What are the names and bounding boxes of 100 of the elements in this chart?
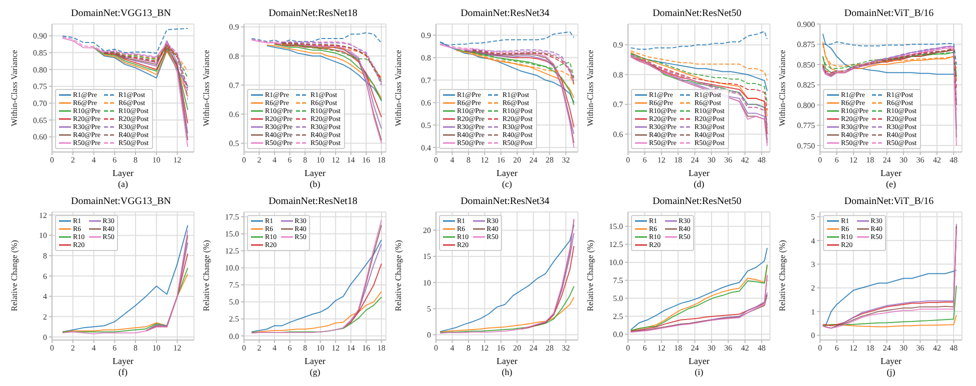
y-tick-label: 0 [427,330,431,340]
x-tick-label: 12 [849,156,858,165]
y-axis-title: Relative Change (%) [393,240,403,312]
y-tick-label: 0.65 [33,116,47,125]
y-tick-label: 0.70 [33,99,47,108]
y-tick-label: 2.5 [613,312,623,322]
x-tick-label: 42 [740,344,749,353]
chart-title: DomainNet:ViT_B/16 [843,196,935,208]
x-tick-label: 32 [562,156,570,165]
x-axis-title: Layer [880,356,902,367]
x-tick-label: 28 [546,344,554,353]
y-tick-label: 0.8 [613,70,623,80]
y-tick-label: 0.6 [229,110,239,120]
x-tick-label: 16 [496,344,505,353]
y-tick-label: 0.850 [797,60,815,70]
y-tick-label: 3 [811,260,815,269]
text: (e) [885,179,897,190]
x-tick-label: 12 [173,156,182,165]
chart-title: DomainNet:ResNet50 [652,196,742,208]
y-tick-label: 1 [811,307,815,316]
y-tick-label: 4 [811,236,815,246]
y-tick-label: 15.0 [225,230,239,239]
x-tick-label: 18 [866,156,874,165]
x-tick-label: 0 [50,156,54,165]
y-tick-label: 2 [811,284,815,293]
x-tick-label: 0 [818,344,822,353]
y-tick-label: 15.0 [609,222,623,232]
y-tick-label: 0.90 [33,32,47,41]
y-tick-label: 0 [43,332,47,342]
x-tick-label: 42 [740,156,749,165]
x-tick-label: 10 [152,344,160,353]
x-tick-label: 6 [112,156,117,165]
y-tick-label: 10 [39,231,47,240]
x-tick-label: 8 [303,344,308,353]
y-axis-title: Within-Class Variance [777,50,787,126]
x-tick-label: 6 [288,344,292,353]
y-tick-label: 0.60 [33,132,47,142]
x-tick-label: 14 [346,156,355,165]
x-tick-label: 12 [849,344,858,353]
x-tick-label: 16 [362,344,370,353]
chart-title: DomainNet:ResNet18 [268,8,358,20]
x-tick-label: 36 [724,156,732,165]
y-axis-title: Relative Change (%) [9,240,19,312]
x-tick-label: 18 [377,156,386,165]
x-tick-label: 6 [642,156,647,165]
chart-title: DomainNet:ResNet34 [460,8,550,20]
x-tick-label: 36 [724,344,732,353]
x-tick-label: 24 [690,344,699,353]
y-tick-label: 7.5 [229,280,239,290]
x-tick-label: 4 [92,344,96,353]
y-axis-title: Within-Class Variance [585,50,595,126]
x-axis-title: Layer [496,168,518,179]
x-tick-label: 16 [362,156,370,165]
y-tick-label: 4 [43,292,47,302]
x-tick-label: 0 [434,156,438,165]
y-tick-label: 15 [423,252,431,262]
y-tick-label: 10.0 [609,258,623,268]
y-tick-label: 10.0 [225,264,239,273]
y-tick-label: 0 [811,331,815,340]
y-tick-label: 0.5 [229,139,239,148]
x-tick-label: 12 [480,156,489,165]
x-axis-title: Layer [304,168,326,179]
text: (c) [501,179,513,190]
y-tick-label: 0.8 [229,52,239,61]
y-tick-label: 7.5 [613,276,623,286]
x-tick-label: 4 [450,156,454,165]
x-tick-label: 0 [242,344,246,353]
x-axis-title: Layer [880,168,902,179]
chart-title: DomainNet:VGG13_BN [70,8,172,20]
x-tick-label: 30 [708,156,716,165]
x-tick-label: 8 [134,156,138,165]
x-axis-title: Layer [496,356,518,367]
y-tick-label: 6 [43,272,47,281]
x-tick-label: 20 [513,156,522,165]
y-axis-title: Within-Class Variance [393,50,403,126]
y-tick-label: 0.4 [421,143,431,152]
x-tick-label: 18 [866,344,874,353]
x-tick-label: 48 [950,344,958,353]
y-tick-label: 0.0 [229,332,239,341]
x-tick-label: 24 [882,344,891,353]
y-tick-label: 0.900 [797,20,815,29]
x-tick-label: 36 [916,344,924,353]
x-tick-label: 24 [529,344,538,353]
y-tick-label: 0.825 [797,80,815,90]
y-tick-label: 0.7 [421,76,431,85]
x-tick-label: 16 [496,156,505,165]
chart-title: DomainNet:ResNet34 [460,196,550,208]
y-tick-label: 0.85 [33,48,47,58]
y-tick-label: 20 [423,226,431,236]
x-tick-label: 12 [480,344,489,353]
x-tick-label: 12 [657,156,666,165]
x-tick-label: 8 [466,156,470,165]
x-tick-label: 10 [316,344,324,353]
x-tick-label: 48 [950,156,958,165]
x-tick-label: 24 [529,156,538,165]
chart-title: DomainNet:ResNet50 [652,8,742,20]
y-tick-label: 5.0 [229,298,239,307]
x-tick-label: 20 [513,344,522,353]
y-tick-label: 2 [43,312,47,322]
y-tick-label: 0.9 [613,40,623,50]
